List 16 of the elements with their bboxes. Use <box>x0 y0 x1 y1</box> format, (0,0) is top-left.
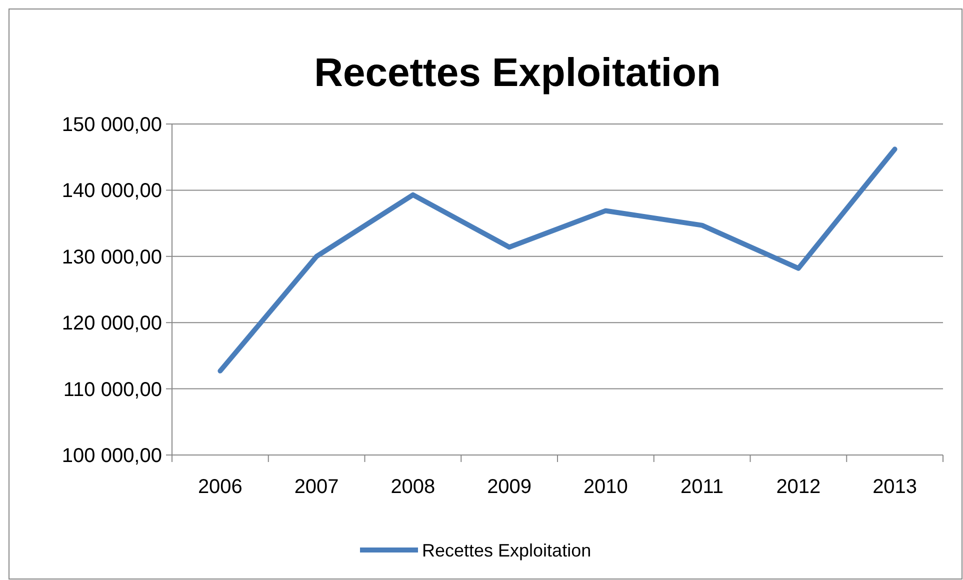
y-tick-label: 150 000,00 <box>62 114 162 136</box>
x-tick-label: 2012 <box>776 476 821 498</box>
chart-title: Recettes Exploitation <box>314 51 721 95</box>
x-tick-label: 2009 <box>487 476 532 498</box>
y-tick-label: 130 000,00 <box>62 246 162 268</box>
x-tick-label: 2007 <box>294 476 339 498</box>
x-tick-label: 2008 <box>390 476 436 498</box>
x-tick-label: 2010 <box>583 476 628 498</box>
legend-label: Recettes Exploitation <box>422 540 592 560</box>
x-tick-label: 2013 <box>872 476 918 498</box>
y-tick-label: 110 000,00 <box>63 378 162 401</box>
y-tick-label: 120 000,00 <box>62 312 162 335</box>
y-tick-label: 100 000,00 <box>62 445 162 467</box>
x-tick-label: 2011 <box>680 476 724 498</box>
x-tick-label: 2006 <box>198 476 242 498</box>
y-tick-label: 140 000,00 <box>62 180 162 202</box>
